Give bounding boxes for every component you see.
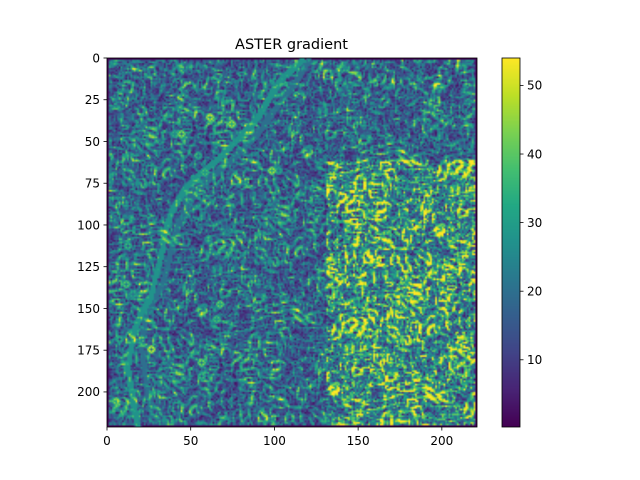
y-axis: 0 25 50 75 100 125 150 175 200	[77, 51, 107, 399]
colorbar-tick-label: 40	[527, 147, 542, 161]
y-tick-label: 175	[77, 343, 100, 357]
x-tick-label: 150	[347, 434, 370, 448]
y-tick-label: 0	[92, 51, 100, 65]
colorbar-frame	[501, 57, 521, 428]
x-tick-label: 100	[263, 434, 286, 448]
colorbar-tick-label: 20	[527, 284, 542, 298]
y-tick-label: 25	[85, 93, 100, 107]
colorbar-axis: 10 20 30 40 50	[520, 79, 542, 367]
heatmap-image	[107, 58, 477, 427]
plot-frame	[106, 57, 478, 428]
colorbar-tick-label: 50	[527, 79, 542, 93]
colorbar-tick-label: 10	[527, 353, 542, 367]
colorbar: 10 20 30 40 50	[501, 57, 542, 428]
y-tick-label: 50	[85, 135, 100, 149]
chart-title: ASTER gradient	[235, 37, 348, 53]
x-tick-label: 0	[103, 434, 111, 448]
y-tick-label: 100	[77, 218, 100, 232]
y-tick-label: 125	[77, 260, 100, 274]
y-tick-label: 75	[85, 177, 100, 191]
x-tick-label: 50	[183, 434, 198, 448]
colorbar-gradient	[502, 58, 520, 427]
y-tick-label: 200	[77, 385, 100, 399]
x-axis: 0 50 100 150 200	[103, 427, 453, 448]
y-tick-label: 150	[77, 302, 100, 316]
x-tick-label: 200	[430, 434, 453, 448]
colorbar-tick-label: 30	[527, 216, 542, 230]
